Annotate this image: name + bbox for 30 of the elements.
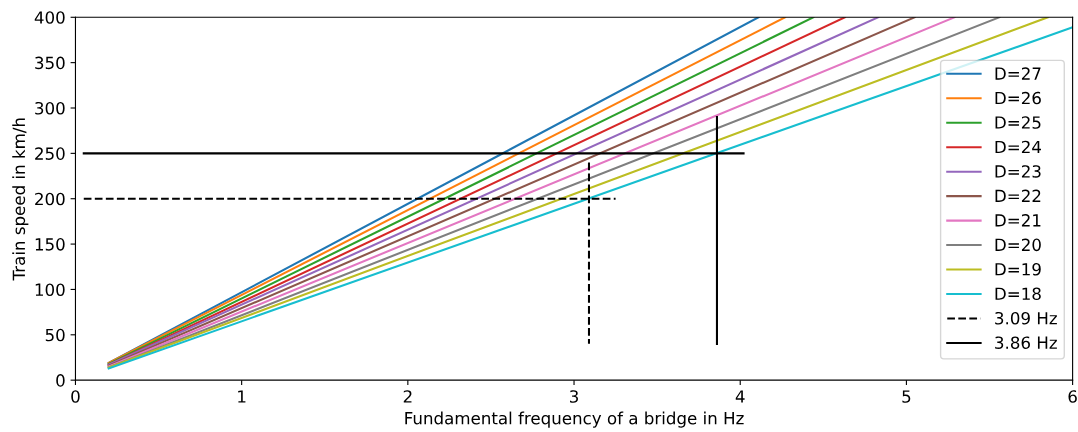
legend-label: D=25 xyxy=(995,116,1041,129)
y-axis-title: Train speed in km/h xyxy=(12,118,29,281)
legend-label: D=22 xyxy=(995,189,1041,202)
y-tick-label: 200 xyxy=(35,192,65,206)
x-tick-label: 1 xyxy=(238,390,246,403)
y-tick-label: 300 xyxy=(35,101,65,115)
y-tick-label: 100 xyxy=(35,283,65,297)
legend-label: D=26 xyxy=(995,91,1041,105)
legend-label: 3.86 Hz xyxy=(995,336,1057,349)
legend-label: D=20 xyxy=(995,238,1041,252)
legend-label: D=19 xyxy=(995,262,1041,276)
x-tick-label: 4 xyxy=(735,390,745,403)
legend-label: D=27 xyxy=(995,67,1041,80)
legend-label: D=24 xyxy=(995,140,1041,154)
legend-label: D=23 xyxy=(995,165,1041,178)
y-tick-label: 50 xyxy=(45,328,65,342)
x-tick-label: 2 xyxy=(403,390,412,403)
x-tick-label: 3 xyxy=(570,390,578,403)
x-tick-label: 5 xyxy=(902,390,911,403)
x-tick-label: 0 xyxy=(71,390,80,403)
legend-label: D=21 xyxy=(995,214,1041,227)
x-tick-label: 6 xyxy=(1068,390,1077,403)
y-tick-label: 150 xyxy=(35,238,65,251)
x-axis-title: Fundamental frequency of a bridge in Hz xyxy=(405,411,744,428)
y-tick-label: 250 xyxy=(35,147,65,160)
legend-label: D=18 xyxy=(995,287,1041,301)
legend-label: 3.09 Hz xyxy=(995,311,1057,325)
y-tick-label: 400 xyxy=(34,11,65,24)
y-tick-label: 0 xyxy=(56,374,65,387)
y-tick-label: 350 xyxy=(35,56,65,70)
